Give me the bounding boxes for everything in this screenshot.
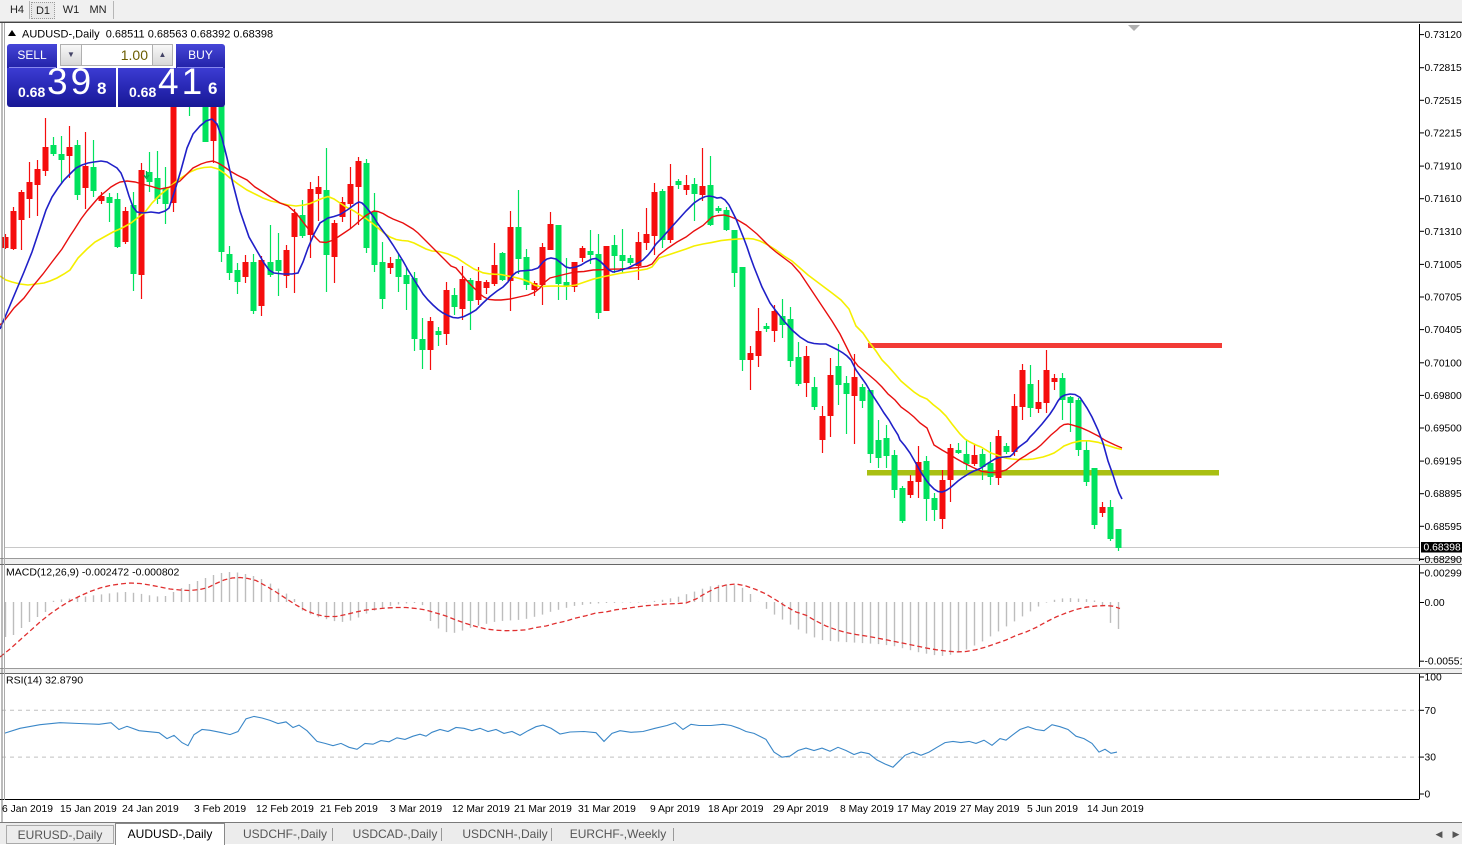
svg-text:0.68895: 0.68895 — [1425, 489, 1462, 500]
svg-text:0.69500: 0.69500 — [1425, 424, 1462, 435]
svg-text:-0.005514: -0.005514 — [1425, 657, 1462, 668]
svg-text:21 Mar 2019: 21 Mar 2019 — [514, 804, 572, 815]
svg-text:21 Feb 2019: 21 Feb 2019 — [320, 804, 378, 815]
svg-text:9 Apr 2019: 9 Apr 2019 — [650, 804, 700, 815]
svg-text:14 Jun 2019: 14 Jun 2019 — [1087, 804, 1144, 815]
svg-text:0.68290: 0.68290 — [1425, 555, 1462, 566]
svg-text:0.68398: 0.68398 — [1424, 543, 1461, 554]
svg-text:70: 70 — [1425, 706, 1437, 717]
svg-text:0.71005: 0.71005 — [1425, 260, 1462, 271]
svg-text:18 Apr 2019: 18 Apr 2019 — [708, 804, 764, 815]
svg-text:0.72515: 0.72515 — [1425, 96, 1462, 107]
svg-text:17 May 2019: 17 May 2019 — [897, 804, 957, 815]
svg-text:0.71910: 0.71910 — [1425, 162, 1462, 173]
svg-text:30: 30 — [1425, 753, 1437, 764]
svg-text:0.71610: 0.71610 — [1425, 194, 1462, 205]
svg-text:5 Jun 2019: 5 Jun 2019 — [1027, 804, 1078, 815]
svg-text:3 Mar 2019: 3 Mar 2019 — [390, 804, 442, 815]
svg-text:6 Jan 2019: 6 Jan 2019 — [2, 804, 53, 815]
svg-text:AUDUSD-,Daily 0.68511 0.68563: AUDUSD-,Daily 0.68511 0.68563 0.68392 0.… — [22, 29, 273, 41]
svg-text:0.70100: 0.70100 — [1425, 358, 1462, 369]
svg-text:0.72815: 0.72815 — [1425, 63, 1462, 74]
svg-text:RSI(14) 32.8790: RSI(14) 32.8790 — [6, 675, 83, 687]
svg-text:15 Jan 2019: 15 Jan 2019 — [60, 804, 117, 815]
svg-text:0.70405: 0.70405 — [1425, 325, 1462, 336]
svg-text:0.002997: 0.002997 — [1425, 568, 1462, 579]
svg-text:24 Jan 2019: 24 Jan 2019 — [122, 804, 179, 815]
svg-text:27 May 2019: 27 May 2019 — [960, 804, 1020, 815]
svg-text:8 May 2019: 8 May 2019 — [840, 804, 894, 815]
svg-text:0: 0 — [1425, 790, 1431, 801]
svg-text:0.71310: 0.71310 — [1425, 227, 1462, 238]
svg-text:0.70705: 0.70705 — [1425, 293, 1462, 304]
svg-text:29 Apr 2019: 29 Apr 2019 — [773, 804, 829, 815]
svg-text:0.69800: 0.69800 — [1425, 391, 1462, 402]
svg-text:0.69195: 0.69195 — [1425, 457, 1462, 468]
svg-text:0.72215: 0.72215 — [1425, 128, 1462, 139]
svg-text:12 Feb 2019: 12 Feb 2019 — [256, 804, 314, 815]
svg-text:100: 100 — [1425, 673, 1442, 684]
svg-text:31 Mar 2019: 31 Mar 2019 — [578, 804, 636, 815]
svg-text:3 Feb 2019: 3 Feb 2019 — [194, 804, 246, 815]
svg-text:0.00: 0.00 — [1425, 598, 1445, 609]
svg-text:MACD(12,26,9) -0.002472 -0.000: MACD(12,26,9) -0.002472 -0.000802 — [6, 567, 180, 579]
svg-text:0.68595: 0.68595 — [1425, 522, 1462, 533]
svg-text:12 Mar 2019: 12 Mar 2019 — [452, 804, 510, 815]
svg-text:0.73120: 0.73120 — [1425, 30, 1462, 41]
